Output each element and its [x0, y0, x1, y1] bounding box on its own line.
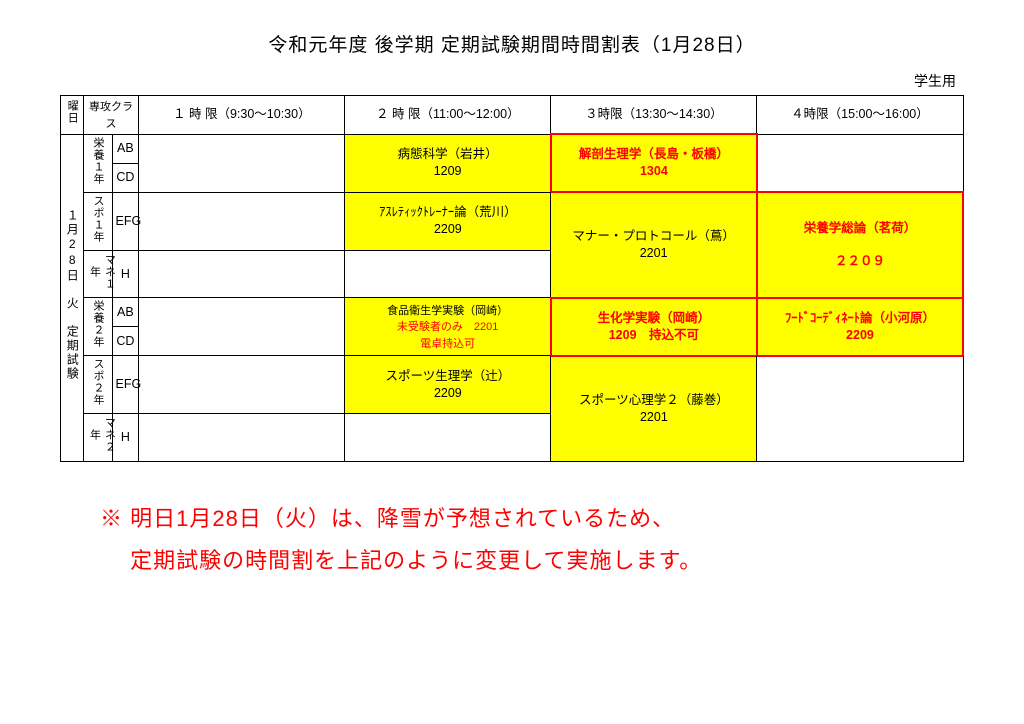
audience-label: 学生用 — [60, 71, 964, 91]
cell-line: 2209 — [846, 328, 874, 342]
cell-byotai: 病態科学（岩井） 1209 — [345, 134, 551, 192]
empty-cell — [139, 414, 345, 462]
schedule-table: 曜日 専攻クラス １ 時 限（9:30～10:30） ２ 時 限（11:00～1… — [60, 95, 964, 462]
empty-cell — [139, 134, 345, 192]
cell-seikagaku: 生化学実験（岡崎） 1209 持込不可 — [551, 298, 757, 356]
cell-line: 生化学実験（岡崎） — [598, 311, 711, 325]
cell-foodcoord: ﾌｰﾄﾞｺｰﾃﾞｨﾈｰﾄ論（小河原） 2209 — [757, 298, 963, 356]
hdr-class: 専攻クラス — [83, 96, 139, 135]
page-title: 令和元年度 後学期 定期試験期間時間割表（1月28日） — [60, 30, 964, 57]
sub-ab2: AB — [112, 298, 139, 327]
cell-line: 2201 — [640, 246, 668, 260]
cell-kaibo: 解剖生理学（長島・板橋） 1304 — [551, 134, 757, 192]
hdr-p2: ２ 時 限（11:00～12:00） — [345, 96, 551, 135]
cell-line: スポーツ生理学（辻） — [385, 369, 510, 383]
hdr-p3: ３時限（13:30～14:30） — [551, 96, 757, 135]
empty-cell — [345, 250, 551, 298]
cell-line: 1209 — [434, 164, 462, 178]
sub-efg2: EFG — [112, 356, 139, 414]
hdr-p4: ４時限（15:00～16:00） — [757, 96, 963, 135]
empty-cell — [139, 356, 345, 414]
cell-eiyogaku: 栄養学総論（茗荷） ２２０９ — [757, 192, 963, 298]
empty-cell — [757, 356, 963, 462]
class-mane2: マネ２年 — [83, 414, 112, 462]
cell-line: 解剖生理学（長島・板橋） — [579, 147, 729, 161]
empty-cell — [345, 414, 551, 462]
cell-line: 電卓持込可 — [420, 338, 475, 350]
notice-block: ※ 明日1月28日（火）は、降雪が予想されているため、 定期試験の時間割を上記の… — [100, 498, 964, 582]
notice-line: 定期試験の時間割を上記のように変更して実施します。 — [100, 548, 702, 573]
empty-cell — [139, 298, 345, 356]
cell-manner: マナー・プロトコール（蔦） 2201 — [551, 192, 757, 298]
hdr-day: 曜日 — [61, 96, 84, 135]
empty-cell — [757, 134, 963, 192]
cell-shokuhin: 食品衛生学実験（岡崎） 未受験者のみ 2201 電卓持込可 — [345, 298, 551, 356]
cell-line: スポーツ心理学２（藤巻） — [579, 393, 729, 407]
cell-line: 2209 — [434, 222, 462, 236]
class-eiyo1: 栄養１年 — [83, 134, 112, 192]
class-spo2: スポ２年 — [83, 356, 112, 414]
cell-line: ２２０９ — [835, 254, 885, 268]
cell-athletic: ｱｽﾚﾃｨｯｸﾄﾚｰﾅｰ論（荒川） 2209 — [345, 192, 551, 250]
cell-line: 1209 持込不可 — [609, 328, 699, 342]
cell-line: 1304 — [640, 164, 668, 178]
sub-efg: EFG — [112, 192, 139, 250]
cell-line: マナー・プロトコール（蔦） — [572, 229, 735, 243]
class-spo1: スポ１年 — [83, 192, 112, 250]
class-eiyo2: 栄養２年 — [83, 298, 112, 356]
empty-cell — [139, 250, 345, 298]
cell-line: 未受験者のみ 2201 — [397, 321, 498, 333]
cell-line: 病態科学（岩井） — [398, 147, 498, 161]
day-cell: １月28日 火 定期試験 — [61, 134, 84, 461]
hdr-p1: １ 時 限（9:30～10:30） — [139, 96, 345, 135]
table-row: 栄養２年 AB 食品衛生学実験（岡崎） 未受験者のみ 2201 電卓持込可 生化… — [61, 298, 964, 327]
header-row: 曜日 専攻クラス １ 時 限（9:30～10:30） ２ 時 限（11:00～1… — [61, 96, 964, 135]
cell-sposeiri: スポーツ生理学（辻） 2209 — [345, 356, 551, 414]
empty-cell — [139, 192, 345, 250]
cell-line: 食品衛生学実験（岡崎） — [387, 305, 508, 317]
sub-cd: CD — [112, 163, 139, 192]
notice-line: ※ 明日1月28日（火）は、降雪が予想されているため、 — [100, 506, 675, 531]
cell-sposhinri: スポーツ心理学２（藤巻） 2201 — [551, 356, 757, 462]
cell-line: 2209 — [434, 386, 462, 400]
cell-line: ｱｽﾚﾃｨｯｸﾄﾚｰﾅｰ論（荒川） — [379, 205, 517, 219]
class-mane1: マネ１年 — [83, 250, 112, 298]
sub-cd2: CD — [112, 327, 139, 356]
cell-line: ﾌｰﾄﾞｺｰﾃﾞｨﾈｰﾄ論（小河原） — [785, 311, 935, 325]
cell-line: 2201 — [640, 410, 668, 424]
cell-line: 栄養学総論（茗荷） — [804, 221, 917, 235]
table-row: １月28日 火 定期試験 栄養１年 AB 病態科学（岩井） 1209 解剖生理学… — [61, 134, 964, 163]
sub-ab: AB — [112, 134, 139, 163]
